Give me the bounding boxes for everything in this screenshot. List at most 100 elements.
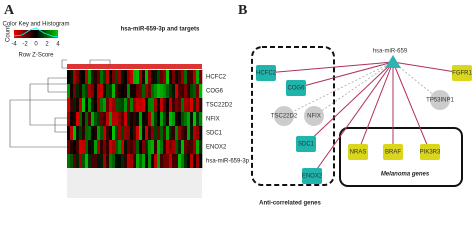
heatmap-cell [67, 98, 71, 113]
row-label: hsa-miR-659-3p [206, 159, 250, 165]
group-title: Anti-correlated genes [259, 201, 321, 207]
row-label: TSC22D2 [206, 103, 233, 109]
heatmap-cell [67, 126, 71, 141]
heatmap-cell [130, 98, 134, 113]
color-key-tick: -4 [11, 42, 17, 48]
heatmap-cell [196, 140, 200, 155]
heatmap-cell [172, 154, 176, 169]
heatmap-cell [124, 154, 128, 169]
heatmap-cell [142, 126, 146, 141]
column-bar [67, 64, 202, 69]
heatmap-cell [85, 140, 89, 155]
heatmap-cell [169, 98, 173, 113]
heatmap-cell [106, 70, 110, 85]
heatmap-cell [184, 112, 188, 127]
row-label: COG6 [206, 89, 224, 95]
heatmap-cell [145, 84, 149, 99]
heatmap-cell [94, 112, 98, 127]
heatmap-cell [154, 126, 158, 141]
gene-label: NFIX [307, 114, 321, 120]
heatmap-cell [199, 154, 203, 169]
hub-node [385, 55, 401, 68]
heatmap-cell [88, 112, 92, 127]
heatmap-cell [136, 70, 140, 85]
heatmap-cell [148, 112, 152, 127]
heatmap-cell [193, 112, 197, 127]
heatmap-cell [70, 84, 74, 99]
heatmap-cell [133, 98, 137, 113]
heatmap-cell [163, 112, 167, 127]
heatmap-cell [160, 98, 164, 113]
gene-node [256, 65, 276, 81]
heatmap-cell [169, 84, 173, 99]
edge [265, 61, 394, 74]
heatmap-cell [112, 70, 116, 85]
heatmap-cell [175, 70, 179, 85]
heatmap-cell [130, 140, 134, 155]
heatmap-cell [163, 98, 167, 113]
heatmap-cell [184, 84, 188, 99]
heatmap-cell [172, 98, 176, 113]
heatmap-cell [136, 112, 140, 127]
heatmap-cell [85, 112, 89, 127]
heatmap-cell [97, 126, 101, 141]
color-key-scale-label: Row Z-Score [18, 53, 54, 59]
heatmap-cell [181, 84, 185, 99]
heatmap-cell [145, 140, 149, 155]
heatmap-cell [157, 84, 161, 99]
gene-label: PIK3R3 [420, 150, 441, 156]
heatmap-cell [142, 70, 146, 85]
heatmap-cell [175, 98, 179, 113]
heatmap-cell [112, 84, 116, 99]
heatmap-cell [118, 140, 122, 155]
heatmap-cell [109, 98, 113, 113]
heatmap-cell [151, 126, 155, 141]
heatmap-cell [100, 126, 104, 141]
heatmap-cell [118, 126, 122, 141]
heatmap-cell [94, 98, 98, 113]
heatmap-cell [100, 70, 104, 85]
heatmap-cell [172, 126, 176, 141]
heatmap-cell [154, 112, 158, 127]
heatmap-cell [157, 98, 161, 113]
heatmap-cell [94, 154, 98, 169]
heatmap-cell [187, 154, 191, 169]
edge [295, 61, 394, 89]
color-key-tick: 0 [34, 42, 38, 48]
heatmap-cell [187, 126, 191, 141]
heatmap-cell [124, 84, 128, 99]
heatmap-cell [199, 140, 203, 155]
heatmap-cell [199, 84, 203, 99]
heatmap-cell [151, 98, 155, 113]
heatmap-cell [94, 70, 98, 85]
heatmap-cell [130, 154, 134, 169]
heatmap-cell [190, 112, 194, 127]
gene-node [430, 90, 450, 110]
heatmap-cell [169, 140, 173, 155]
heatmap-cell [184, 70, 188, 85]
heatmap-cell [166, 126, 170, 141]
heatmap-cell [199, 70, 203, 85]
heatmap-cell [79, 112, 83, 127]
heatmap-cell [178, 84, 182, 99]
heatmap-cell [139, 98, 143, 113]
color-scale [14, 30, 58, 38]
heatmap-cell [124, 126, 128, 141]
gene-label: TSC22D2 [271, 114, 298, 120]
column-labels [67, 168, 202, 198]
heatmap-cell [91, 112, 95, 127]
heatmap-cell [85, 154, 89, 169]
panel-label: B [238, 3, 247, 18]
heatmap-cell [163, 140, 167, 155]
heatmap-cell [100, 140, 104, 155]
heatmap-cell [166, 140, 170, 155]
heatmap-cell [121, 112, 125, 127]
heatmap-cell [196, 112, 200, 127]
heatmap-cell [103, 126, 107, 141]
heatmap-cell [67, 70, 71, 85]
heatmap-cell [190, 98, 194, 113]
heatmap-cell [106, 84, 110, 99]
heatmap-cell [73, 84, 77, 99]
heatmap-cell [79, 84, 83, 99]
gene-node [383, 144, 403, 160]
